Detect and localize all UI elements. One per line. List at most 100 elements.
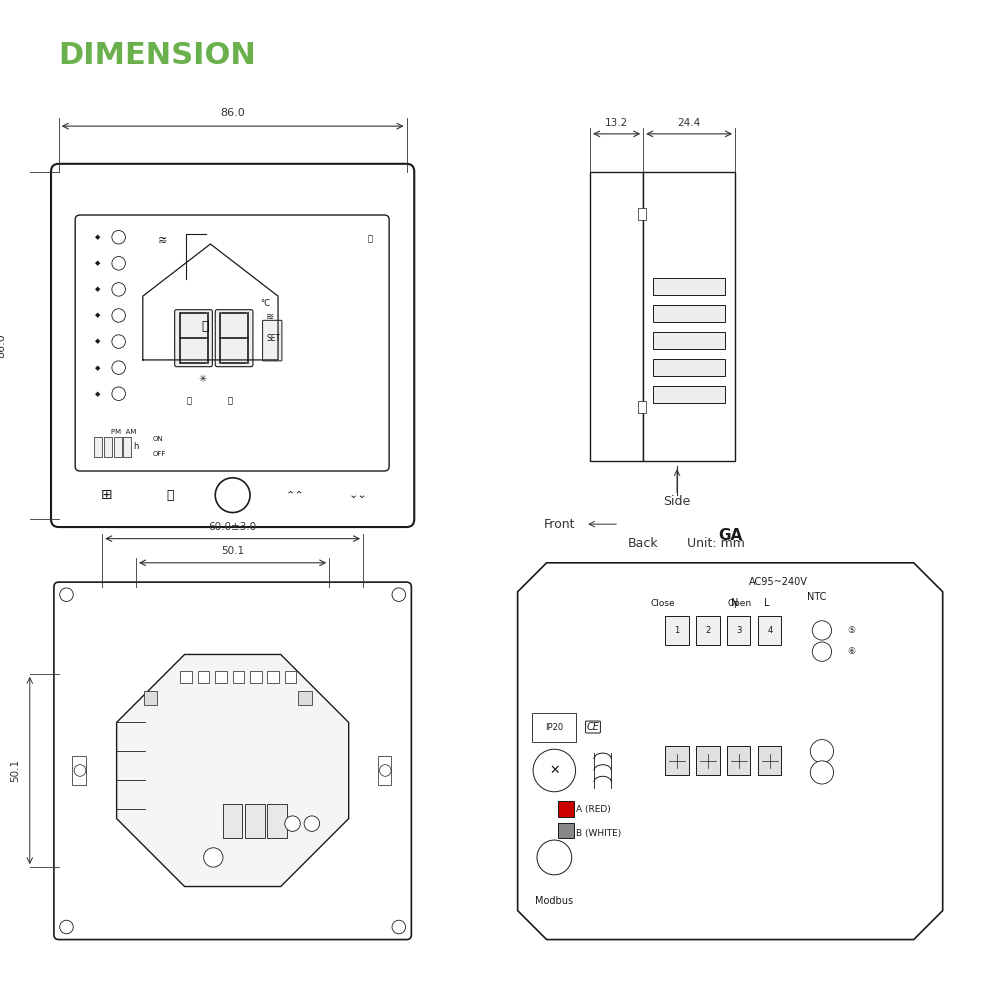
Text: Modbus: Modbus bbox=[535, 896, 573, 906]
Circle shape bbox=[392, 920, 406, 934]
Text: 86.0: 86.0 bbox=[0, 333, 6, 358]
Bar bbox=[758, 746, 781, 775]
FancyBboxPatch shape bbox=[54, 582, 411, 940]
Text: A (RED): A (RED) bbox=[576, 805, 610, 814]
Bar bbox=[653, 386, 725, 403]
Bar bbox=[233, 671, 244, 683]
Text: IP20: IP20 bbox=[545, 723, 563, 732]
Text: ≋: ≋ bbox=[157, 236, 167, 246]
Text: Side: Side bbox=[663, 495, 691, 508]
Circle shape bbox=[204, 848, 223, 867]
Bar bbox=[665, 616, 689, 645]
Text: Open: Open bbox=[728, 599, 752, 608]
Bar bbox=[144, 691, 157, 705]
Bar bbox=[696, 616, 720, 645]
Bar bbox=[532, 713, 576, 742]
Text: ✳: ✳ bbox=[199, 374, 207, 384]
Text: ⑤: ⑤ bbox=[847, 626, 855, 635]
Text: ◆: ◆ bbox=[95, 234, 100, 240]
Circle shape bbox=[112, 257, 125, 270]
Text: Front: Front bbox=[544, 518, 576, 531]
Bar bbox=[180, 671, 192, 683]
Bar bbox=[223, 804, 242, 838]
FancyBboxPatch shape bbox=[75, 215, 389, 471]
Circle shape bbox=[112, 387, 125, 400]
Bar bbox=[665, 746, 689, 775]
Text: ≋: ≋ bbox=[266, 311, 274, 321]
Text: N: N bbox=[731, 598, 739, 608]
Text: 50.1: 50.1 bbox=[10, 759, 20, 782]
Text: 🔥: 🔥 bbox=[187, 396, 192, 405]
Circle shape bbox=[537, 840, 572, 875]
Text: ◆: ◆ bbox=[95, 365, 100, 371]
Text: L: L bbox=[764, 598, 770, 608]
Circle shape bbox=[60, 588, 73, 601]
Circle shape bbox=[112, 309, 125, 322]
Circle shape bbox=[812, 642, 832, 661]
Text: °C: °C bbox=[261, 299, 271, 308]
Text: 86.0: 86.0 bbox=[220, 108, 245, 118]
Circle shape bbox=[74, 765, 86, 776]
Bar bbox=[653, 359, 725, 376]
Bar bbox=[696, 746, 720, 775]
Bar bbox=[215, 671, 227, 683]
Circle shape bbox=[392, 588, 406, 601]
Bar bbox=[245, 804, 265, 838]
Bar bbox=[72, 756, 86, 785]
Bar bbox=[643, 172, 735, 461]
Bar bbox=[590, 172, 643, 461]
Text: ◆: ◆ bbox=[95, 391, 100, 397]
Circle shape bbox=[215, 478, 250, 513]
Bar bbox=[94, 437, 102, 457]
Text: ◆: ◆ bbox=[95, 339, 100, 345]
Text: ◆: ◆ bbox=[95, 312, 100, 318]
Bar bbox=[638, 401, 646, 413]
Bar bbox=[558, 823, 574, 838]
Text: 🌡: 🌡 bbox=[202, 320, 209, 333]
Circle shape bbox=[112, 230, 125, 244]
Bar bbox=[267, 804, 287, 838]
Text: B (WHITE): B (WHITE) bbox=[576, 829, 621, 838]
Bar bbox=[250, 671, 262, 683]
Text: AC95~240V: AC95~240V bbox=[749, 577, 808, 587]
Text: ◆: ◆ bbox=[95, 260, 100, 266]
Bar bbox=[653, 278, 725, 295]
Text: CE: CE bbox=[587, 722, 599, 732]
Circle shape bbox=[379, 765, 391, 776]
Circle shape bbox=[112, 361, 125, 374]
Text: OFF: OFF bbox=[152, 451, 166, 457]
Circle shape bbox=[285, 816, 300, 831]
Circle shape bbox=[810, 740, 834, 763]
Text: 3: 3 bbox=[736, 626, 742, 635]
Circle shape bbox=[533, 749, 576, 792]
Text: NTC: NTC bbox=[807, 592, 827, 602]
Polygon shape bbox=[117, 654, 349, 887]
FancyBboxPatch shape bbox=[263, 320, 282, 361]
Text: ⊞: ⊞ bbox=[101, 488, 113, 502]
Text: ON: ON bbox=[152, 436, 163, 442]
Text: PM  AM: PM AM bbox=[111, 429, 136, 435]
Text: SET: SET bbox=[266, 334, 280, 343]
FancyBboxPatch shape bbox=[51, 164, 414, 527]
FancyBboxPatch shape bbox=[175, 310, 212, 367]
Bar bbox=[653, 305, 725, 322]
Text: ✕: ✕ bbox=[549, 764, 560, 777]
Text: 50.1: 50.1 bbox=[221, 546, 244, 556]
Bar bbox=[285, 671, 296, 683]
Bar bbox=[727, 746, 750, 775]
Bar bbox=[298, 691, 312, 705]
Text: 1: 1 bbox=[674, 626, 680, 635]
Circle shape bbox=[112, 283, 125, 296]
Text: ◆: ◆ bbox=[95, 286, 100, 292]
Bar bbox=[123, 437, 131, 457]
Text: 4: 4 bbox=[767, 626, 772, 635]
Text: 🕐: 🕐 bbox=[227, 396, 232, 405]
Bar bbox=[114, 437, 122, 457]
Text: Close: Close bbox=[650, 599, 675, 608]
Bar bbox=[727, 616, 750, 645]
Circle shape bbox=[810, 761, 834, 784]
Text: 60.0±3.0: 60.0±3.0 bbox=[209, 522, 257, 532]
Circle shape bbox=[60, 920, 73, 934]
Text: h: h bbox=[133, 442, 139, 451]
FancyBboxPatch shape bbox=[215, 310, 253, 367]
